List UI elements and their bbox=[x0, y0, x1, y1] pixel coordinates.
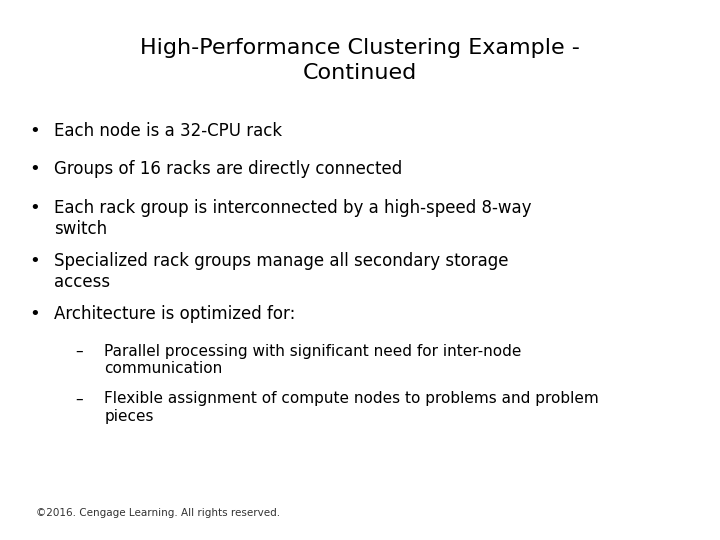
Text: Groups of 16 racks are directly connected: Groups of 16 racks are directly connecte… bbox=[54, 160, 402, 178]
Text: •: • bbox=[29, 160, 40, 178]
Text: –: – bbox=[76, 344, 84, 359]
Text: •: • bbox=[29, 252, 40, 270]
Text: Architecture is optimized for:: Architecture is optimized for: bbox=[54, 305, 295, 323]
Text: Specialized rack groups manage all secondary storage
access: Specialized rack groups manage all secon… bbox=[54, 252, 508, 291]
Text: Flexible assignment of compute nodes to problems and problem
pieces: Flexible assignment of compute nodes to … bbox=[104, 392, 599, 424]
Text: Each rack group is interconnected by a high-speed 8-way
switch: Each rack group is interconnected by a h… bbox=[54, 199, 531, 238]
Text: ©2016. Cengage Learning. All rights reserved.: ©2016. Cengage Learning. All rights rese… bbox=[36, 508, 280, 518]
Text: •: • bbox=[29, 122, 40, 139]
Text: High-Performance Clustering Example -
Continued: High-Performance Clustering Example - Co… bbox=[140, 38, 580, 83]
Text: Each node is a 32-CPU rack: Each node is a 32-CPU rack bbox=[54, 122, 282, 139]
Text: •: • bbox=[29, 305, 40, 323]
Text: •: • bbox=[29, 199, 40, 217]
Text: Parallel processing with significant need for inter-node
communication: Parallel processing with significant nee… bbox=[104, 344, 522, 376]
Text: –: – bbox=[76, 392, 84, 407]
